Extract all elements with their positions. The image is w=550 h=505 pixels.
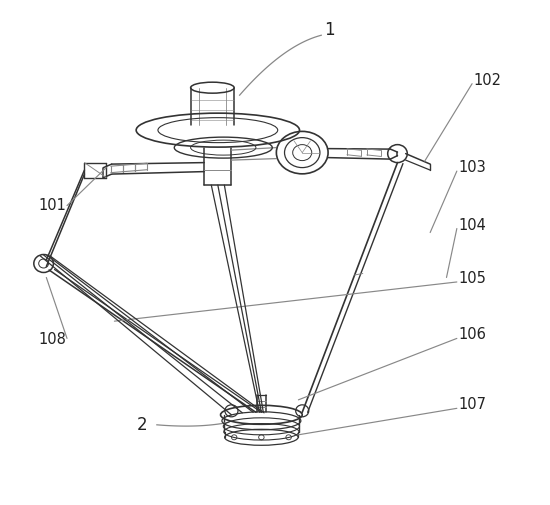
Text: 106: 106 <box>459 327 486 342</box>
Text: 107: 107 <box>459 397 487 412</box>
Text: 104: 104 <box>459 218 486 232</box>
Text: 103: 103 <box>459 160 486 175</box>
Text: 108: 108 <box>38 332 66 347</box>
Text: 102: 102 <box>474 73 502 88</box>
Text: 2: 2 <box>136 416 147 434</box>
Text: 101: 101 <box>38 197 66 213</box>
Text: 1: 1 <box>324 21 335 39</box>
Text: 105: 105 <box>459 271 486 286</box>
